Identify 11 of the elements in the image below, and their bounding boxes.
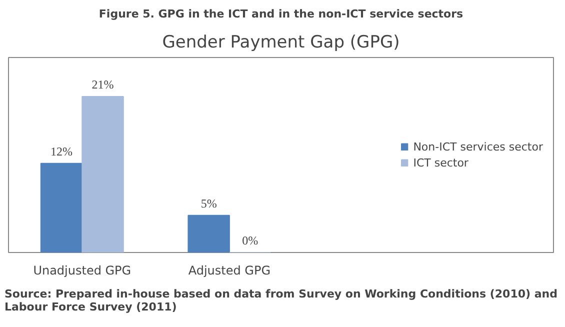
chart-subtitle: Figure 5. GPG in the ICT and in the non-ICT service sectors — [98, 8, 464, 20]
data-label: 12% — [50, 144, 73, 158]
x-tick-label: Unadjusted GPG — [33, 264, 132, 278]
data-label: 5% — [200, 196, 217, 210]
source-note: Source: Prepared in-house based on data from Survey on Working Conditions (2010) and Labour Force Survey (2011) — [4, 288, 558, 314]
legend-label: Non-ICT services sector — [413, 140, 543, 153]
x-tick-label: Adjusted GPG — [188, 264, 271, 278]
data-label: 21% — [92, 78, 114, 92]
chart-title: Gender Payment Gap (GPG) — [162, 32, 400, 52]
data-label: 0% — [242, 234, 258, 248]
legend-label: ICT sector — [413, 156, 468, 169]
